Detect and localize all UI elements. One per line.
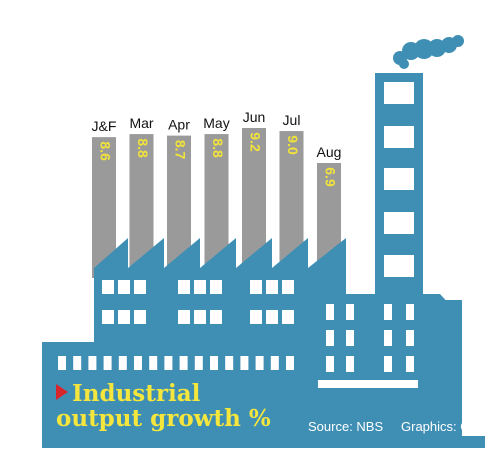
lower-window-strip xyxy=(58,356,294,370)
category-label: Jun xyxy=(243,109,266,125)
upper-windows xyxy=(102,280,294,324)
value-label: 8.7 xyxy=(172,140,188,160)
category-label: Jul xyxy=(283,112,301,128)
value-label: 6.9 xyxy=(322,167,338,187)
category-label: Aug xyxy=(317,144,342,160)
chimney-windows xyxy=(384,82,414,277)
category-label: Mar xyxy=(129,115,153,131)
source-credit: Source: NBS xyxy=(308,419,383,434)
value-label: 8.6 xyxy=(97,141,113,161)
right-windows xyxy=(318,304,418,388)
smoke-icon xyxy=(393,35,464,69)
value-label: 9.0 xyxy=(285,135,301,155)
graphics-credit: Graphics: GT xyxy=(401,419,478,434)
category-label: J&F xyxy=(92,118,117,134)
ground-strip xyxy=(42,436,485,448)
category-label: May xyxy=(203,115,229,131)
value-label: 8.8 xyxy=(135,138,151,158)
category-label: Apr xyxy=(168,117,190,133)
pointer-icon xyxy=(56,384,68,400)
chart-title-line2: output growth % xyxy=(56,405,271,432)
value-label: 9.2 xyxy=(247,132,263,152)
value-label: 8.8 xyxy=(210,138,226,158)
chart-title-line1: Industrial xyxy=(72,380,201,407)
